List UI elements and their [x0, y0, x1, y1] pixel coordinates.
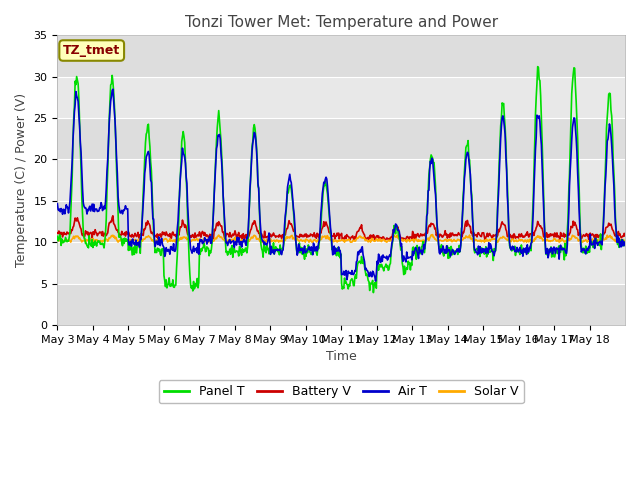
Solar V — [121, 237, 129, 243]
Air T — [401, 257, 409, 263]
Battery V — [54, 230, 61, 236]
Battery V — [433, 230, 441, 236]
Battery V — [121, 229, 129, 235]
Title: Tonzi Tower Met: Temperature and Power: Tonzi Tower Met: Temperature and Power — [184, 15, 498, 30]
Panel T — [54, 233, 61, 239]
Air T — [433, 221, 441, 227]
Panel T — [433, 207, 440, 213]
Solar V — [54, 236, 61, 242]
Air T — [621, 243, 629, 249]
Panel T — [253, 143, 260, 149]
Y-axis label: Temperature (C) / Power (V): Temperature (C) / Power (V) — [15, 93, 28, 267]
Air T — [109, 86, 116, 92]
Solar V — [401, 237, 408, 243]
Bar — [58, 201, 625, 242]
Battery V — [253, 228, 261, 234]
Battery V — [109, 213, 116, 219]
Panel T — [534, 64, 541, 70]
Battery V — [401, 236, 408, 242]
Panel T — [274, 249, 282, 255]
Battery V — [621, 233, 629, 239]
Legend: Panel T, Battery V, Air T, Solar V: Panel T, Battery V, Air T, Solar V — [159, 380, 524, 403]
Solar V — [225, 238, 233, 243]
Panel T — [621, 239, 629, 245]
Solar V — [253, 236, 261, 242]
Air T — [121, 206, 129, 212]
Bar — [58, 284, 625, 325]
Solar V — [275, 240, 282, 245]
Battery V — [275, 234, 282, 240]
Panel T — [225, 249, 232, 255]
Battery V — [410, 238, 418, 243]
X-axis label: Time: Time — [326, 350, 356, 363]
Text: TZ_tmet: TZ_tmet — [63, 44, 120, 57]
Solar V — [621, 238, 629, 243]
Solar V — [429, 232, 436, 238]
Solar V — [433, 238, 441, 244]
Battery V — [225, 234, 233, 240]
Air T — [253, 160, 261, 166]
Air T — [225, 238, 233, 243]
Air T — [54, 201, 61, 206]
Line: Solar V: Solar V — [58, 235, 625, 242]
Panel T — [120, 240, 128, 246]
Bar — [58, 159, 625, 201]
Line: Battery V: Battery V — [58, 216, 625, 240]
Line: Air T: Air T — [58, 89, 625, 281]
Panel T — [369, 290, 377, 296]
Air T — [275, 248, 282, 253]
Bar — [58, 36, 625, 77]
Bar — [58, 118, 625, 159]
Panel T — [401, 264, 408, 269]
Bar — [58, 77, 625, 118]
Bar — [58, 242, 625, 284]
Line: Panel T: Panel T — [58, 67, 625, 293]
Solar V — [67, 240, 75, 245]
Air T — [372, 278, 380, 284]
